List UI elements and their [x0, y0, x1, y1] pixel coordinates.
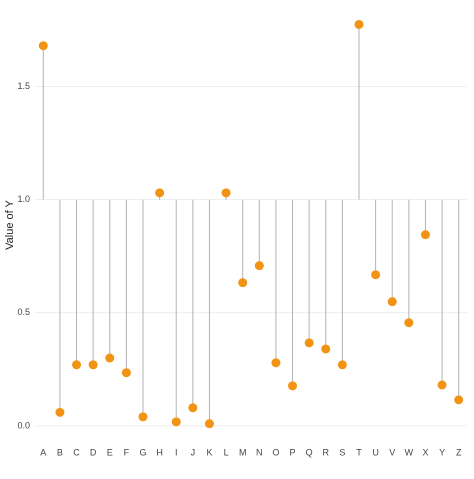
x-tick-label: E	[107, 447, 113, 457]
dot	[437, 380, 447, 390]
dot	[271, 358, 281, 368]
dot	[354, 19, 364, 29]
x-tick-label: T	[356, 447, 362, 457]
dot	[371, 270, 381, 280]
dot	[171, 417, 181, 427]
x-tick-label: P	[290, 447, 296, 457]
dot	[188, 403, 198, 413]
x-tick-label: M	[239, 447, 247, 457]
x-tick-label: C	[73, 447, 80, 457]
dot	[121, 368, 131, 378]
y-axis-title: Value of Y	[4, 199, 16, 249]
x-tick-label: D	[90, 447, 97, 457]
dot	[55, 407, 65, 417]
dot	[304, 338, 314, 348]
dot	[88, 360, 98, 370]
x-tick-label: Q	[306, 447, 313, 457]
dot	[105, 353, 115, 363]
dot	[387, 297, 397, 307]
x-tick-label: F	[124, 447, 130, 457]
dot	[38, 41, 48, 51]
x-tick-label: L	[224, 447, 229, 457]
dot	[238, 278, 248, 288]
x-tick-label: I	[175, 447, 178, 457]
x-tick-label: G	[139, 447, 146, 457]
x-tick-label: O	[272, 447, 279, 457]
y-tick-label: 1.5	[17, 81, 30, 91]
dot	[404, 318, 414, 328]
x-tick-label: Y	[439, 447, 445, 457]
x-tick-label: W	[405, 447, 414, 457]
dot	[204, 419, 214, 429]
x-tick-label: K	[206, 447, 212, 457]
x-tick-label: U	[372, 447, 379, 457]
x-tick-label: J	[191, 447, 196, 457]
x-tick-label: X	[422, 447, 428, 457]
x-tick-label: Z	[456, 447, 462, 457]
x-tick-label: R	[323, 447, 330, 457]
x-tick-label: B	[57, 447, 63, 457]
x-tick-label: S	[339, 447, 345, 457]
x-tick-label: N	[256, 447, 263, 457]
dot	[221, 188, 231, 198]
dot	[288, 381, 298, 391]
dot	[72, 360, 82, 370]
y-tick-label: 1.0	[17, 194, 30, 204]
dot	[337, 360, 347, 370]
y-tick-label: 0.5	[17, 307, 30, 317]
dot	[321, 344, 331, 354]
dot	[454, 395, 464, 405]
dot	[254, 261, 264, 271]
x-tick-label: V	[389, 447, 395, 457]
x-tick-label: H	[156, 447, 163, 457]
x-tick-label: A	[40, 447, 46, 457]
dot	[138, 412, 148, 422]
dot	[155, 188, 165, 198]
y-tick-label: 0.0	[17, 420, 30, 430]
dot	[420, 230, 430, 240]
